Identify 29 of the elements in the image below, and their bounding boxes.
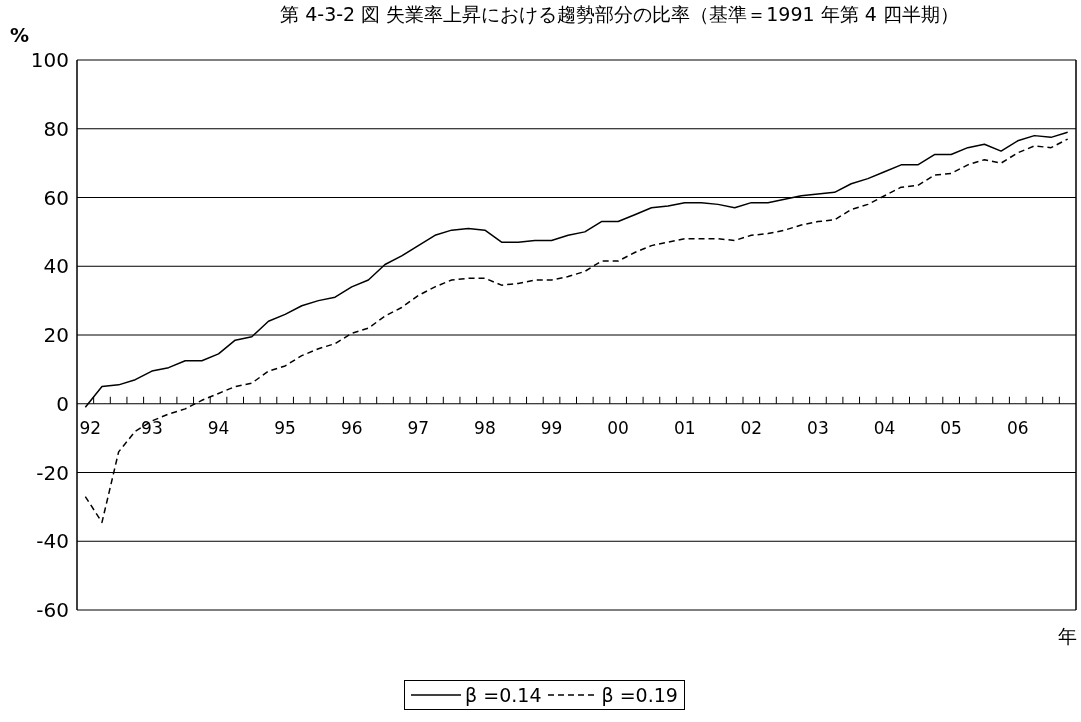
x-tick-label: 01 [673,417,696,438]
x-tick-label: 04 [873,417,896,438]
x-tick-label: 96 [340,417,363,438]
x-tick-label: 05 [940,417,962,438]
y-tick-label: 100 [30,48,69,73]
x-tick-label: 06 [1006,417,1029,438]
legend-label: β =0.14 [465,684,542,706]
x-tick-label: 95 [274,417,296,438]
x-tick-label: 02 [740,417,763,438]
y-axis-title: % [10,24,30,46]
x-tick-label: 03 [807,417,829,438]
legend-label: β =0.19 [601,684,678,706]
x-tick-label: 92 [79,417,102,438]
y-tick-label: -20 [36,460,69,485]
x-tick-label: 00 [607,417,629,438]
x-tick-label: 97 [407,417,430,438]
x-tick-label: 99 [540,417,563,438]
y-tick-label: 60 [43,185,69,210]
y-tick-label: 20 [43,323,69,348]
y-tick-label: -60 [36,598,69,623]
x-axis-title: 年 [1058,624,1077,649]
y-tick-label: 80 [43,116,69,141]
y-tick-label: 0 [56,391,69,416]
x-tick-label: 94 [207,417,230,438]
y-tick-label: -40 [36,529,69,554]
chart-title: 第 4-3-2 図 失業率上昇における趨勢部分の比率（基準＝1991 年第 4 四半期） [279,2,960,27]
y-tick-label: 40 [43,254,69,279]
x-tick-label: 93 [141,417,163,438]
x-tick-label: 98 [474,417,496,438]
